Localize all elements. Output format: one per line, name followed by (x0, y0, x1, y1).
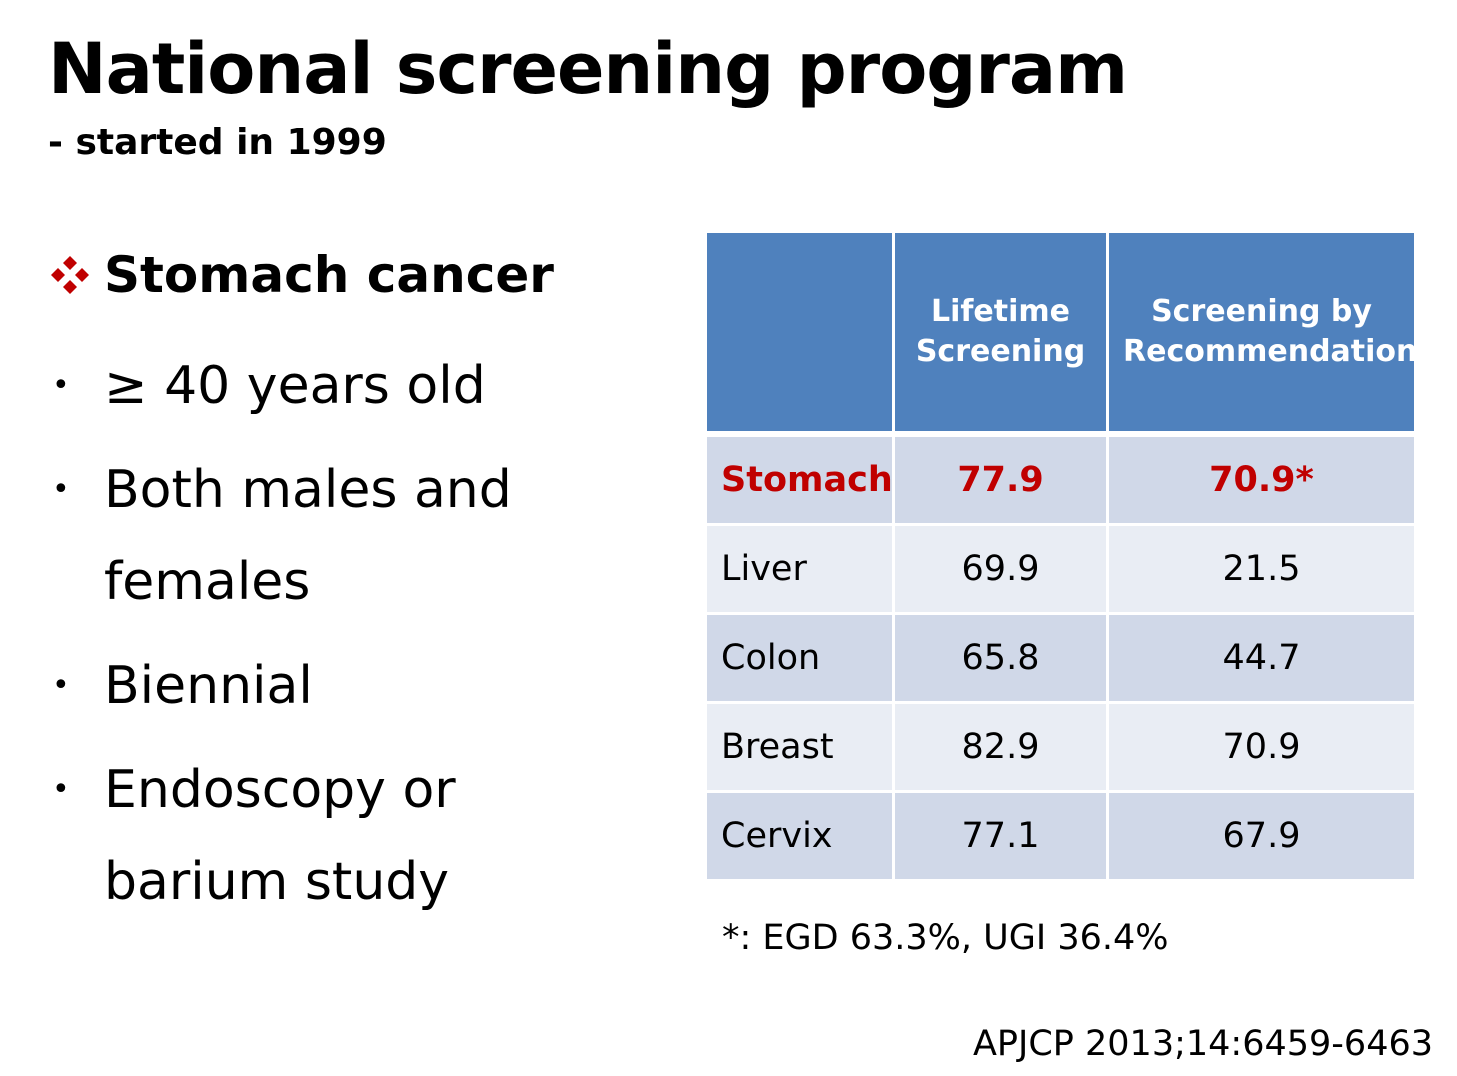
bullet-text: Biennial (104, 656, 313, 716)
table-row: Breast 82.9 70.9 (704, 701, 1417, 793)
recommendation-cell: 67.9 (1106, 790, 1417, 882)
bullet-item: • Both males and females (48, 444, 648, 628)
table-row: Stomach 77.9 70.9* (704, 432, 1417, 526)
bullet-list: • ≥ 40 years old • Both males and female… (48, 340, 648, 940)
slide-subtitle: - started in 1999 (48, 122, 387, 163)
organ-cell: Cervix (704, 790, 895, 882)
bullet-text: Endoscopy or barium study (104, 760, 456, 912)
bullet-item: • ≥ 40 years old (48, 340, 648, 432)
bullet-text: Both males and females (104, 460, 512, 612)
lifetime-cell: 77.9 (892, 432, 1109, 526)
section-heading: Stomach cancer (50, 246, 554, 304)
bullet-item: • Biennial (48, 640, 648, 732)
slide-title: National screening program (48, 28, 1128, 110)
header-cell-empty (704, 230, 895, 436)
recommendation-cell: 44.7 (1106, 612, 1417, 704)
bullet-dot-icon: • (52, 772, 70, 807)
table-row: Colon 65.8 44.7 (704, 612, 1417, 704)
bullet-text: ≥ 40 years old (104, 356, 486, 416)
table-footnote: *: EGD 63.3%, UGI 36.4% (722, 918, 1169, 958)
organ-cell: Liver (704, 523, 895, 615)
lifetime-cell: 69.9 (892, 523, 1109, 615)
table-header-row: Lifetime Screening Screening by Recommen… (704, 230, 1417, 436)
lifetime-cell: 65.8 (892, 612, 1109, 704)
recommendation-cell: 70.9 (1106, 701, 1417, 793)
header-cell-recommendation: Screening by Recommendation (1106, 230, 1417, 436)
citation: APJCP 2013;14:6459-6463 (972, 1024, 1433, 1064)
section-heading-text: Stomach cancer (104, 246, 554, 304)
recommendation-cell: 70.9* (1106, 432, 1417, 526)
table-row: Cervix 77.1 67.9 (704, 790, 1417, 882)
header-cell-lifetime: Lifetime Screening (892, 230, 1109, 436)
table-row: Liver 69.9 21.5 (704, 523, 1417, 615)
bullet-dot-icon: • (52, 368, 70, 403)
bullet-dot-icon: • (52, 668, 70, 703)
bullet-dot-icon: • (52, 472, 70, 507)
organ-cell: Breast (704, 701, 895, 793)
recommendation-cell: 21.5 (1106, 523, 1417, 615)
organ-cell: Stomach (704, 432, 895, 526)
organ-cell: Colon (704, 612, 895, 704)
diamond-bullet-icon (50, 255, 90, 295)
lifetime-cell: 82.9 (892, 701, 1109, 793)
lifetime-cell: 77.1 (892, 790, 1109, 882)
screening-rate-table: Lifetime Screening Screening by Recommen… (704, 230, 1417, 882)
table-header: Lifetime Screening Screening by Recommen… (704, 230, 1417, 436)
bullet-item: • Endoscopy or barium study (48, 744, 648, 928)
